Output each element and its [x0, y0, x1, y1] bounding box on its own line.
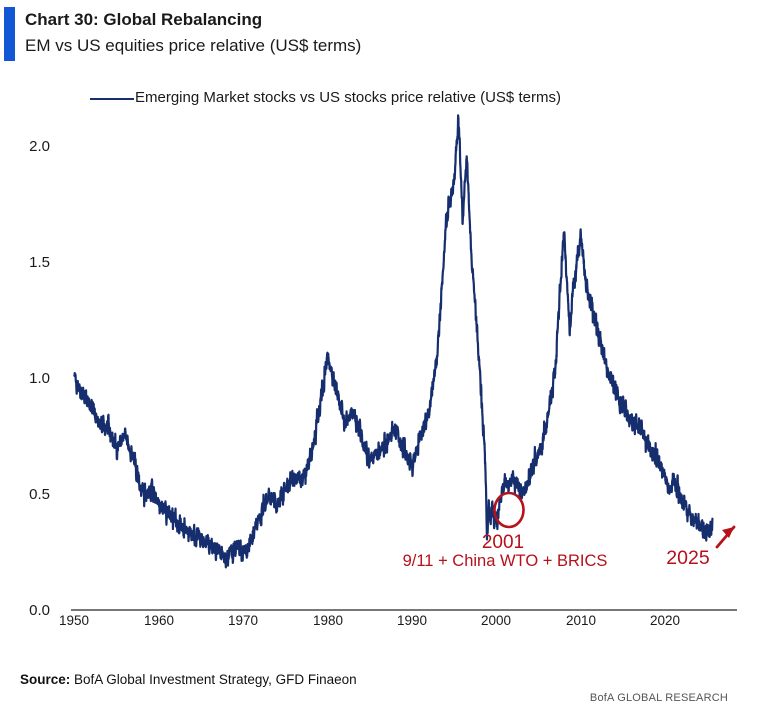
svg-text:9/11 + China WTO + BRICS: 9/11 + China WTO + BRICS — [403, 552, 608, 570]
svg-text:2025: 2025 — [666, 547, 710, 569]
svg-text:2001: 2001 — [482, 532, 524, 553]
